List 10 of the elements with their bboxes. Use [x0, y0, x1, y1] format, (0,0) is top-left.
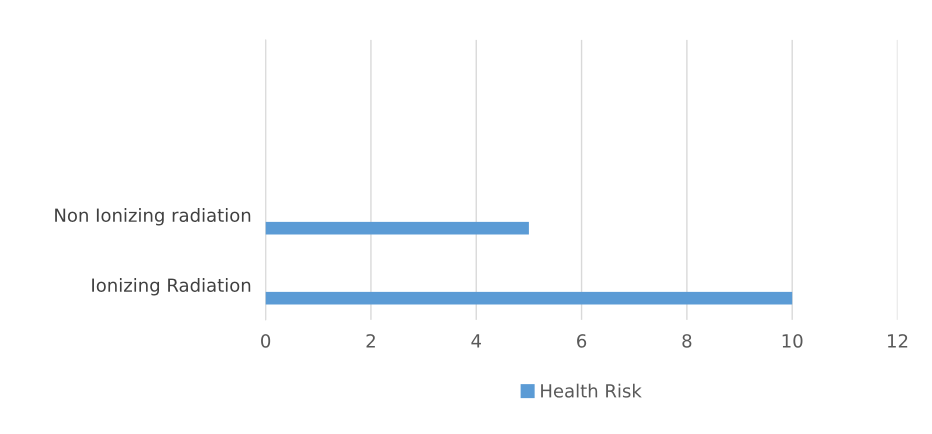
x-tick-label: 8 — [682, 334, 692, 348]
x-tick-label: 12 — [888, 334, 908, 348]
y-tick-label: Ionizing Radiation — [92, 278, 250, 296]
x-tick-label: 2 — [366, 334, 375, 348]
y-tick-label: Non Ionizing radiation — [55, 208, 250, 226]
x-tick-label: 4 — [471, 334, 481, 348]
x-tick-label: 10 — [782, 334, 802, 348]
x-tick-label: 6 — [577, 334, 586, 348]
x-tick-label: 0 — [261, 334, 270, 348]
legend-label: Health Risk — [541, 384, 642, 398]
